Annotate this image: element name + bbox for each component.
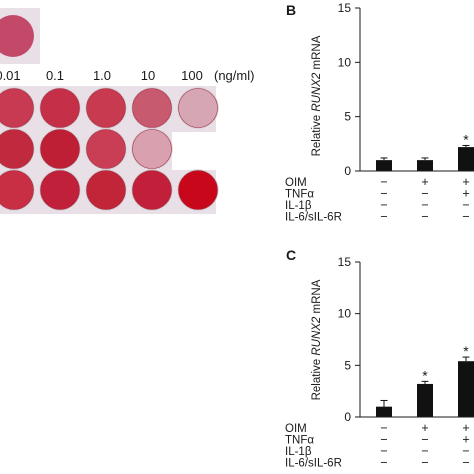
panel-b-label: B [286, 2, 296, 18]
panel-b-ylabel: Relative RUNX2 mRNA [311, 35, 323, 156]
condition-sign: + [462, 433, 469, 447]
condition-sign: − [380, 444, 387, 458]
condition-sign: − [380, 175, 387, 189]
well [178, 170, 218, 210]
condition-sign: + [421, 175, 428, 189]
condition-sign: − [421, 198, 428, 212]
condition-sign: − [380, 210, 387, 224]
well [86, 129, 126, 169]
well [0, 88, 34, 128]
well [132, 88, 172, 128]
condition-sign: − [380, 433, 387, 447]
well [132, 170, 172, 210]
condition-sign: − [421, 210, 428, 224]
conc-label-3: 1.0 [93, 68, 111, 83]
well [40, 88, 80, 128]
condition-label: TNFα [285, 435, 314, 447]
panel-c-ylabel: Relative RUNX2 mRNA [311, 279, 323, 400]
panel-c-condition-table: OIM − + +TNFα − − +IL-1β − − −IL-6/sIL-6R − − − [285, 421, 470, 470]
condition-label: IL-1β [285, 446, 312, 458]
concentration-labels: 0.01 0.1 1.0 10 100 (ng/ml) [0, 68, 254, 83]
panel-a: 0.01 0.1 1.0 10 100 (ng/ml) [0, 8, 254, 214]
bar [417, 160, 433, 171]
significance-marker: * [463, 343, 469, 359]
bar [376, 406, 392, 417]
condition-sign: − [462, 210, 469, 224]
panel-b-condition-table: OIM − + +TNFα − − +IL-1β − − −IL-6/sIL-6R − − − [285, 175, 470, 224]
panel-c-y-ticks: 0 5 10 15 [338, 255, 360, 424]
condition-sign: − [462, 198, 469, 212]
condition-sign: + [462, 187, 469, 201]
panel-c-ylabel-prefix: Relative [311, 356, 323, 401]
condition-label: TNFα [285, 189, 314, 201]
y-tick-label: 0 [344, 164, 351, 178]
condition-sign: − [380, 187, 387, 201]
condition-sign: − [462, 456, 469, 470]
bar [458, 147, 474, 171]
condition-sign: + [462, 175, 469, 189]
condition-label: IL-6/sIL-6R [285, 458, 342, 470]
condition-sign: − [380, 456, 387, 470]
conc-label-4: 10 [141, 68, 155, 83]
conc-unit-label: (ng/ml) [214, 68, 254, 83]
conc-label-5: 100 [181, 68, 203, 83]
condition-sign: − [421, 456, 428, 470]
well [40, 129, 80, 169]
well [0, 170, 34, 210]
conc-label-2: 0.1 [46, 68, 64, 83]
condition-sign: + [462, 421, 469, 435]
well [86, 170, 126, 210]
panel-c-label: C [286, 247, 296, 263]
well [86, 88, 126, 128]
conc-label-1: 0.01 [0, 68, 21, 83]
condition-sign: − [462, 444, 469, 458]
condition-sign: − [421, 187, 428, 201]
significance-marker: * [422, 367, 428, 383]
y-tick-label: 10 [338, 307, 352, 321]
y-tick-label: 15 [338, 1, 352, 15]
top-well [0, 15, 34, 57]
y-tick-label: 5 [344, 358, 351, 372]
panel-c-ylabel-gene: RUNX2 [311, 316, 323, 356]
well [0, 129, 34, 169]
condition-sign: − [421, 444, 428, 458]
y-tick-label: 0 [344, 410, 351, 424]
bar [376, 160, 392, 171]
panel-b-ylabel-suffix: mRNA [311, 35, 323, 72]
condition-sign: − [380, 198, 387, 212]
condition-sign: − [380, 421, 387, 435]
panel-b-bars: * [376, 131, 474, 171]
condition-label: OIM [285, 177, 307, 189]
panel-c-bars: ** [376, 343, 474, 417]
wells-group [0, 87, 219, 211]
condition-label: IL-6/sIL-6R [285, 212, 342, 224]
panel-b-ylabel-gene: RUNX2 [311, 72, 323, 112]
condition-label: IL-1β [285, 200, 312, 212]
significance-marker: * [463, 131, 469, 147]
panel-b-y-ticks: 0 5 10 15 [338, 1, 360, 178]
y-tick-label: 15 [338, 255, 352, 269]
y-tick-label: 5 [344, 110, 351, 124]
well [178, 88, 218, 128]
y-tick-label: 10 [338, 55, 352, 69]
condition-sign: − [421, 433, 428, 447]
bar [458, 361, 474, 417]
well [40, 170, 80, 210]
condition-label: OIM [285, 423, 307, 435]
panel-c-ylabel-suffix: mRNA [311, 279, 323, 316]
panel-b-ylabel-prefix: Relative [311, 112, 323, 157]
condition-sign: + [421, 421, 428, 435]
bar [417, 383, 433, 417]
well [132, 129, 172, 169]
